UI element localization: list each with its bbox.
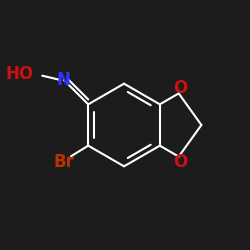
Text: O: O <box>173 78 187 96</box>
Text: N: N <box>57 71 71 89</box>
Text: Br: Br <box>54 154 75 172</box>
Text: HO: HO <box>5 65 34 83</box>
Text: O: O <box>173 154 187 172</box>
